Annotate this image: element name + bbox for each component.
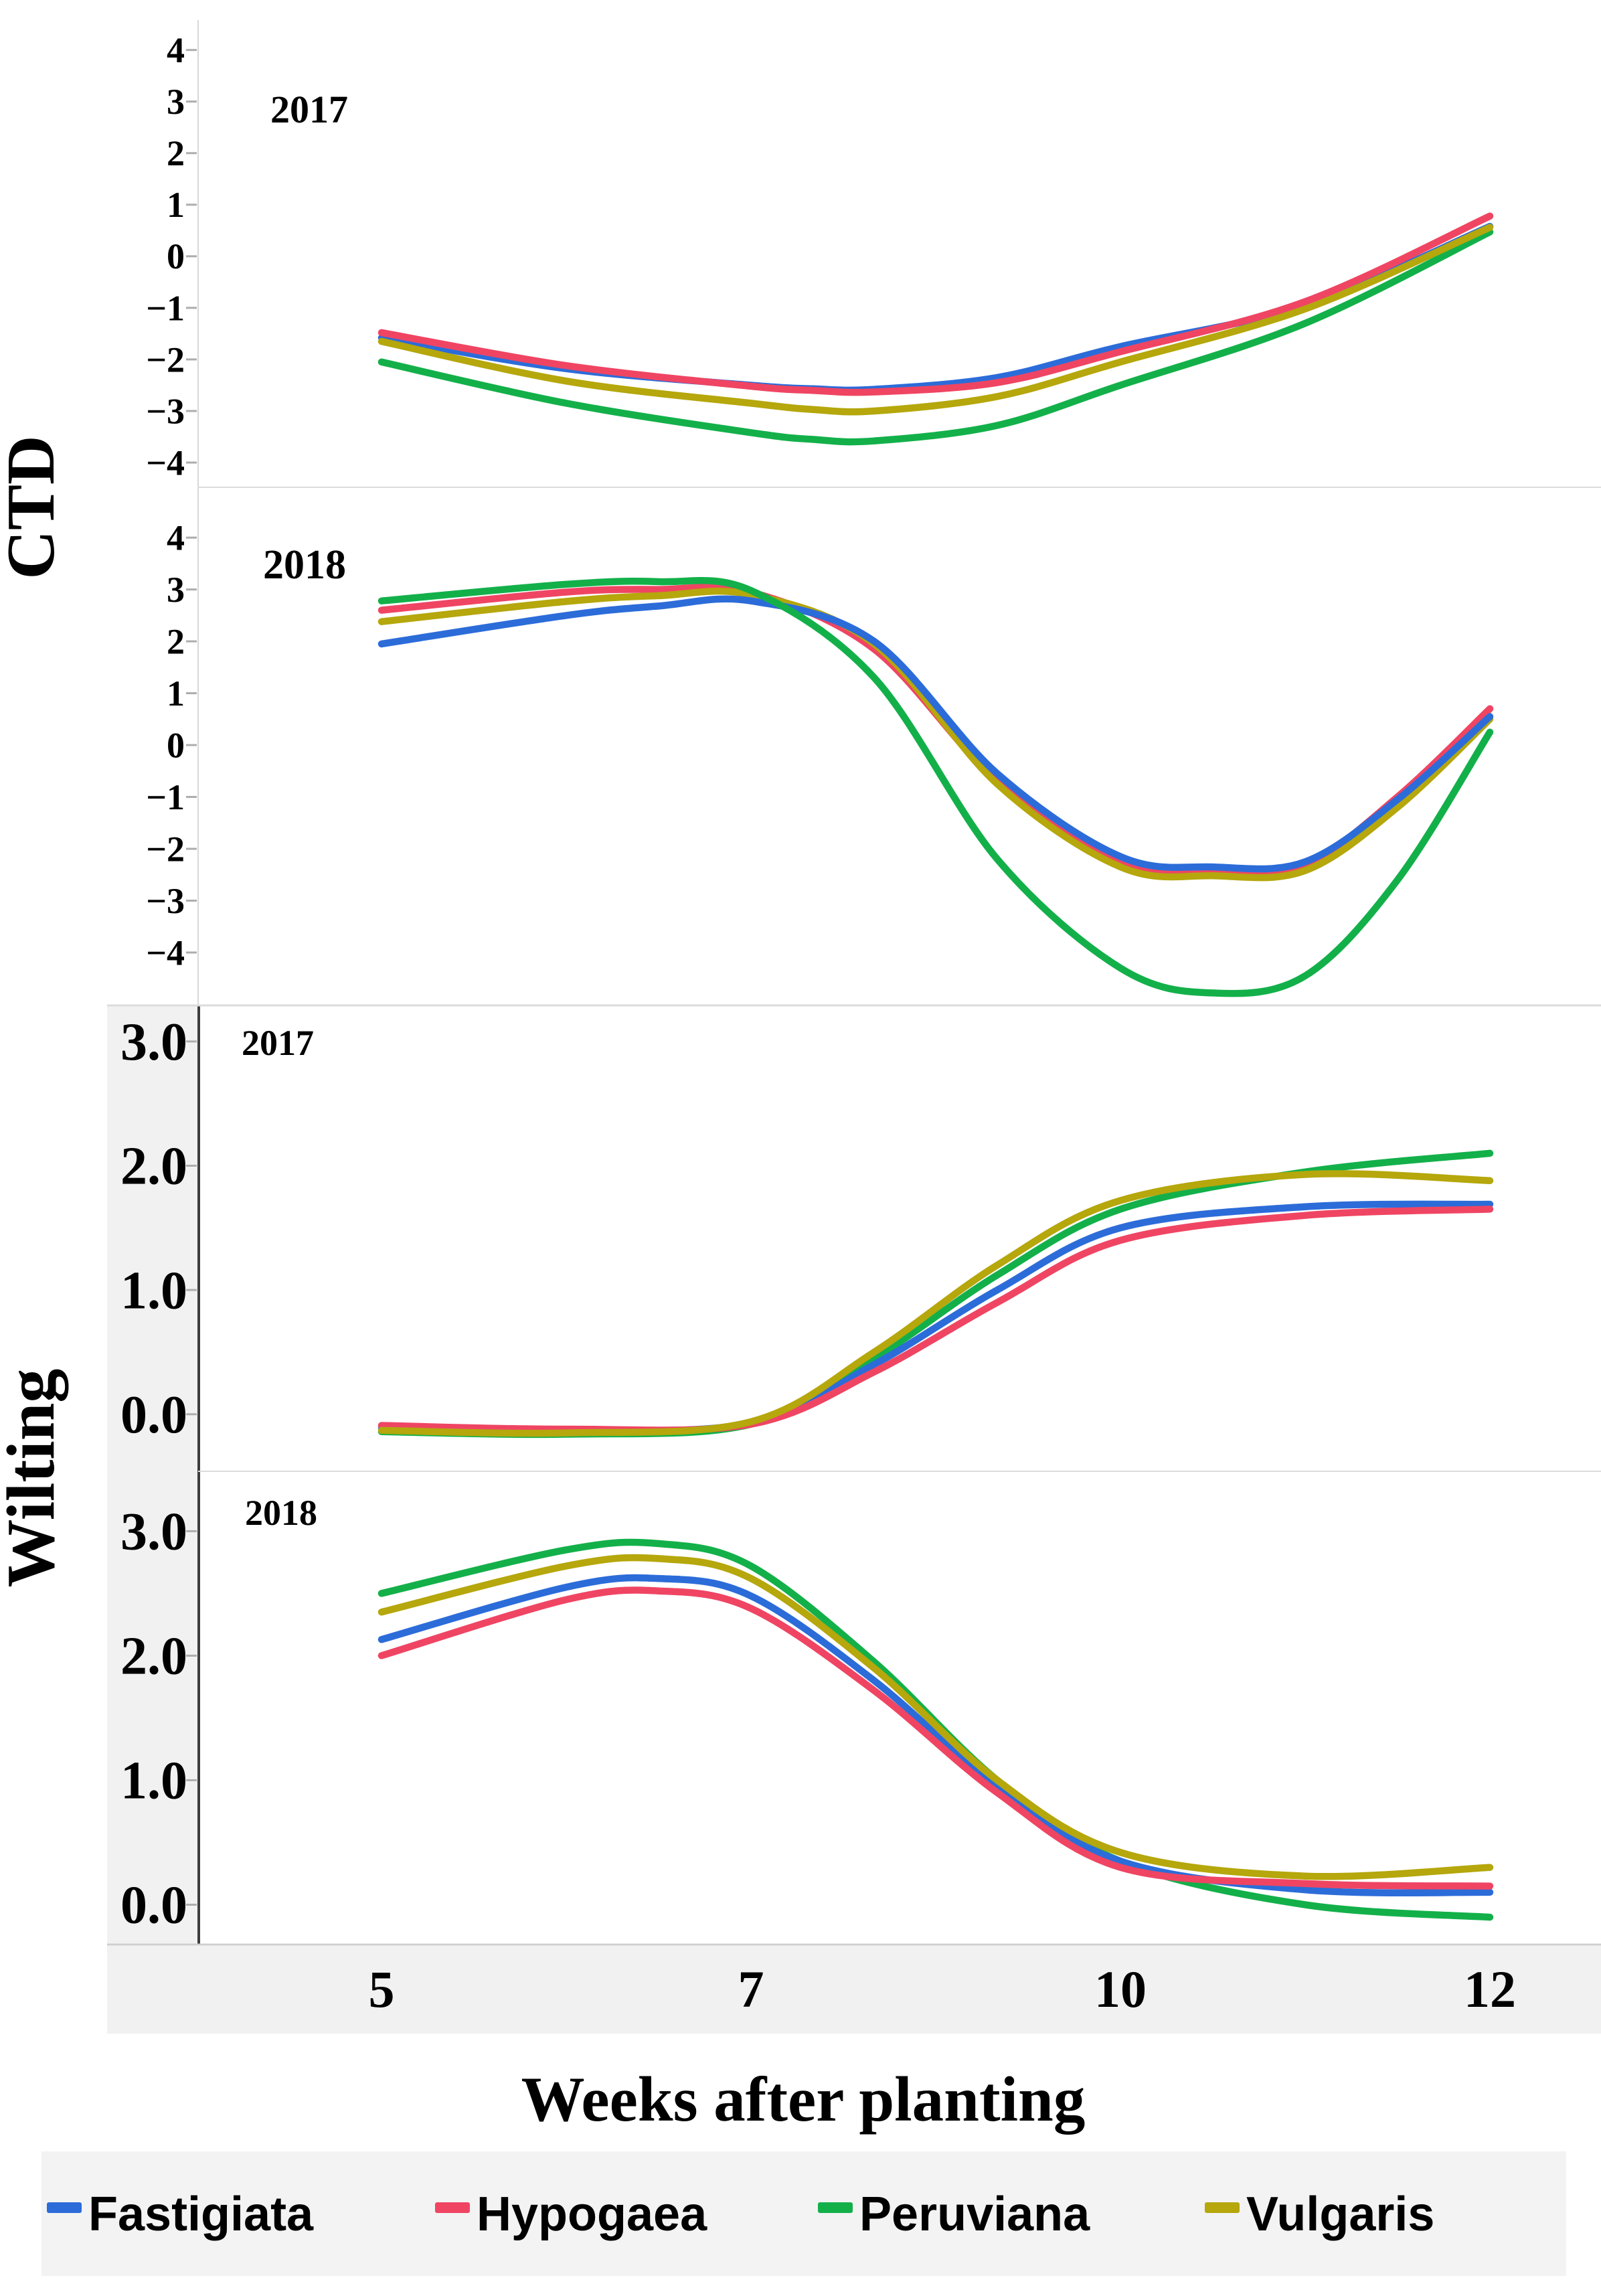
panel-year-label-ctd-2017: 2017 <box>270 88 348 131</box>
x-tick-label: 12 <box>1464 1960 1516 2018</box>
legend-label-hypogaea: Hypogaea <box>477 2188 707 2241</box>
y-tick-label: −3 <box>146 881 185 921</box>
y-tick-label: −4 <box>146 932 185 973</box>
x-tick-band <box>107 1946 1601 2034</box>
legend-key-fastigiata <box>47 2202 82 2213</box>
x-tick-label: 7 <box>738 1960 764 2018</box>
panel-ctd-2018: 4 3 2 1 0 −1 −2 −3 −4 <box>146 518 1494 997</box>
legend-key-vulgaris <box>1205 2202 1240 2213</box>
y-axis-label-ctd: CTD <box>0 435 69 579</box>
y-tick-label: 0 <box>167 725 185 765</box>
y-tick-label: 3.0 <box>120 1503 187 1562</box>
y-tick-label: 2.0 <box>120 1627 187 1686</box>
legend-band <box>41 2151 1566 2276</box>
series-line-hypogaea <box>377 212 1494 396</box>
x-axis-ticks: 5 7 10 12 <box>369 1960 1517 2018</box>
y-tick-label: 3 <box>167 82 185 122</box>
y-tick-label: −1 <box>146 777 185 817</box>
panel-wilting-2018: 3.0 2.0 1.0 0.0 <box>120 1503 1494 1935</box>
y-tick-label: −4 <box>146 442 185 483</box>
legend-key-peruviana <box>818 2202 853 2213</box>
panel-year-label-wilting-2017: 2017 <box>242 1023 314 1063</box>
series-line-vulgaris <box>377 1170 1494 1437</box>
y-axis-label-wilting: Wilting <box>0 1369 69 1588</box>
series-line-vulgaris <box>377 1554 1494 1880</box>
y-tick-label: −3 <box>146 391 185 431</box>
x-tick-label: 5 <box>369 1960 395 2018</box>
y-tick-label: 0.0 <box>120 1876 187 1935</box>
y-tick-label: 1 <box>167 673 185 714</box>
y-tick-label: −1 <box>146 288 185 328</box>
panel-frame-lines <box>107 20 1601 1946</box>
y-tick-label: 2 <box>167 133 185 173</box>
legend-key-hypogaea <box>435 2202 470 2213</box>
x-tick-label: 10 <box>1094 1960 1147 2018</box>
series-line-vulgaris <box>377 587 1494 882</box>
series-line-hypogaea <box>377 1586 1494 1890</box>
y-tick-label: 1.0 <box>120 1261 187 1320</box>
series-line-vulgaris <box>377 224 1494 416</box>
y-tick-label: −2 <box>146 829 185 869</box>
y-tick-label: 0.0 <box>120 1386 187 1445</box>
series-line-peruviana <box>377 228 1494 446</box>
panel-year-label-ctd-2018: 2018 <box>263 542 346 588</box>
y-tick-label: 1 <box>167 185 185 225</box>
y-tick-label: 3 <box>167 570 185 610</box>
legend: Fastigiata Hypogaea Peruviana Vulgaris <box>47 2188 1434 2241</box>
series-line-peruviana <box>377 1538 1494 1921</box>
y-tick-label: 2 <box>167 621 185 661</box>
series-line-fastigiata <box>377 1574 1494 1896</box>
panel-ctd-2017: 4 3 2 1 0 −1 −2 −3 −4 <box>146 30 1494 483</box>
legend-label-vulgaris: Vulgaris <box>1246 2188 1434 2241</box>
y-tick-label: 1.0 <box>120 1752 187 1811</box>
series-line-fastigiata <box>377 595 1494 873</box>
panel-wilting-2017: 3.0 2.0 1.0 0.0 <box>120 1013 1494 1445</box>
legend-label-fastigiata: Fastigiata <box>88 2188 314 2241</box>
y-tick-label: 0 <box>167 236 185 276</box>
x-axis-title: Weeks after planting <box>521 2064 1086 2135</box>
y-tick-label: −2 <box>146 339 185 380</box>
panel-year-label-wilting-2018: 2018 <box>245 1493 317 1533</box>
series-line-peruviana <box>377 577 1494 997</box>
y-tick-label: 4 <box>167 518 185 558</box>
y-tick-label: 4 <box>167 30 185 70</box>
wilting-label-band <box>107 1005 199 1945</box>
y-tick-label: 2.0 <box>120 1137 187 1196</box>
y-tick-label: 3.0 <box>120 1013 187 1072</box>
legend-label-peruviana: Peruviana <box>859 2188 1090 2241</box>
